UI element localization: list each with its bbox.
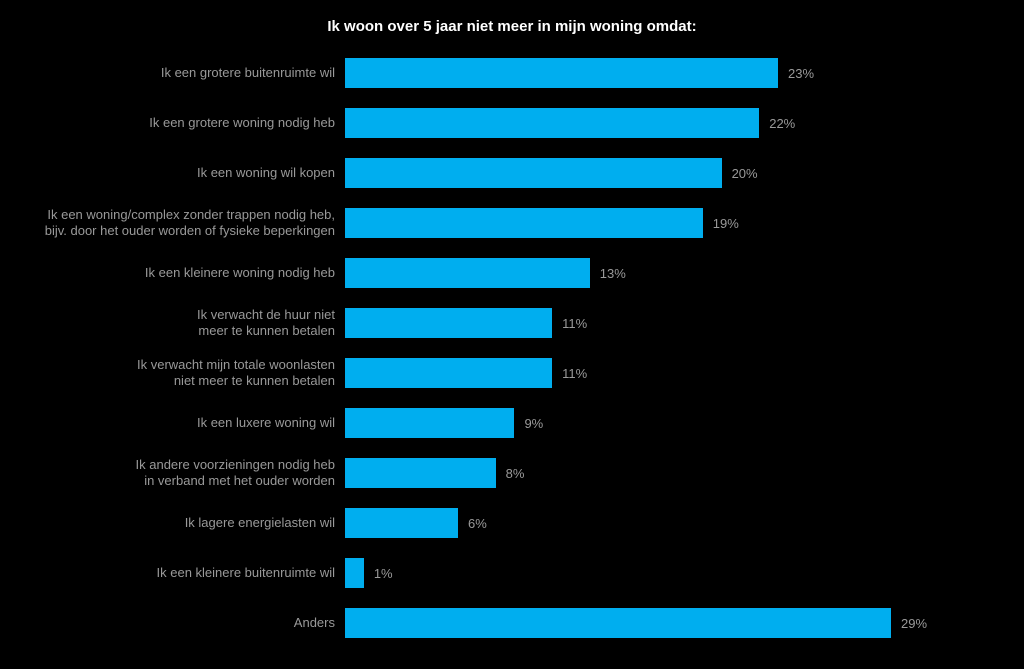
chart-row: Ik een woning wil kopen 20% xyxy=(20,148,1004,198)
chart-row-bar-cell: 20% xyxy=(345,148,1004,198)
chart-value-label: 20% xyxy=(732,166,758,181)
chart-row-label-cell: Anders xyxy=(20,615,345,631)
chart-row: Anders 29% xyxy=(20,598,1004,648)
chart-row-bar-cell: 22% xyxy=(345,98,1004,148)
chart-row: Ik andere voorzieningen nodig heb in ver… xyxy=(20,448,1004,498)
chart-bar xyxy=(345,108,759,138)
chart-row: Ik een kleinere woning nodig heb 13% xyxy=(20,248,1004,298)
chart-value-label: 13% xyxy=(600,266,626,281)
chart-value-label: 11% xyxy=(562,316,587,331)
chart-row-label: Ik een woning/complex zonder trappen nod… xyxy=(45,207,335,240)
chart-bar xyxy=(345,458,496,488)
chart-row-bar-cell: 13% xyxy=(345,248,1004,298)
chart-row-label-cell: Ik lagere energielasten wil xyxy=(20,515,345,531)
chart-bar xyxy=(345,208,703,238)
chart-value-label: 19% xyxy=(713,216,739,231)
chart-bar xyxy=(345,408,514,438)
chart-bar xyxy=(345,358,552,388)
chart-row-label: Ik een woning wil kopen xyxy=(197,165,335,181)
chart-row-label: Ik lagere energielasten wil xyxy=(185,515,335,531)
chart-row: Ik een kleinere buitenruimte wil 1% xyxy=(20,548,1004,598)
chart-bar xyxy=(345,558,364,588)
chart-row-label: Ik een kleinere buitenruimte wil xyxy=(157,565,335,581)
chart-row-label: Ik verwacht de huur niet meer te kunnen … xyxy=(197,307,335,340)
chart-row-label: Ik verwacht mijn totale woonlasten niet … xyxy=(137,357,335,390)
chart-value-label: 6% xyxy=(468,516,487,531)
chart-value-label: 1% xyxy=(374,566,393,581)
chart-row-label-cell: Ik een kleinere woning nodig heb xyxy=(20,265,345,281)
chart-row: Ik een woning/complex zonder trappen nod… xyxy=(20,198,1004,248)
chart-row-label: Ik een grotere buitenruimte wil xyxy=(161,65,335,81)
chart-row-label-cell: Ik een luxere woning wil xyxy=(20,415,345,431)
chart-row-bar-cell: 23% xyxy=(345,48,1004,98)
chart-row-bar-cell: 19% xyxy=(345,198,1004,248)
chart-row: Ik lagere energielasten wil 6% xyxy=(20,498,1004,548)
chart-row-bar-cell: 6% xyxy=(345,498,1004,548)
chart-row-label-cell: Ik andere voorzieningen nodig heb in ver… xyxy=(20,457,345,490)
chart-bar xyxy=(345,58,778,88)
chart-title: Ik woon over 5 jaar niet meer in mijn wo… xyxy=(0,18,1024,35)
chart-row-label-cell: Ik verwacht de huur niet meer te kunnen … xyxy=(20,307,345,340)
chart-row-bar-cell: 11% xyxy=(345,298,1004,348)
chart-row-bar-cell: 8% xyxy=(345,448,1004,498)
chart-bar xyxy=(345,158,722,188)
chart-value-label: 29% xyxy=(901,616,927,631)
chart-bar xyxy=(345,258,590,288)
chart-value-label: 9% xyxy=(524,416,543,431)
chart-container: Ik woon over 5 jaar niet meer in mijn wo… xyxy=(0,0,1024,669)
chart-row: Ik verwacht mijn totale woonlasten niet … xyxy=(20,348,1004,398)
chart-row-label-cell: Ik een grotere buitenruimte wil xyxy=(20,65,345,81)
chart-row-label: Anders xyxy=(294,615,335,631)
chart-value-label: 11% xyxy=(562,366,587,381)
chart-row-label-cell: Ik verwacht mijn totale woonlasten niet … xyxy=(20,357,345,390)
chart-row: Ik een grotere woning nodig heb 22% xyxy=(20,98,1004,148)
chart-bar xyxy=(345,508,458,538)
plot-area: Ik een grotere buitenruimte wil23%Ik een… xyxy=(20,48,1004,649)
chart-row-bar-cell: 29% xyxy=(345,598,1004,648)
chart-value-label: 23% xyxy=(788,66,814,81)
chart-row-label: Ik andere voorzieningen nodig heb in ver… xyxy=(136,457,335,490)
chart-row-bar-cell: 11% xyxy=(345,348,1004,398)
chart-row-label: Ik een grotere woning nodig heb xyxy=(149,115,335,131)
chart-row: Ik een luxere woning wil 9% xyxy=(20,398,1004,448)
chart-row-label: Ik een luxere woning wil xyxy=(197,415,335,431)
chart-bar xyxy=(345,308,552,338)
chart-row-label-cell: Ik een woning/complex zonder trappen nod… xyxy=(20,207,345,240)
chart-row-label-cell: Ik een kleinere buitenruimte wil xyxy=(20,565,345,581)
chart-value-label: 8% xyxy=(506,466,525,481)
chart-row: Ik een grotere buitenruimte wil 23% xyxy=(20,48,1004,98)
chart-row: Ik verwacht de huur niet meer te kunnen … xyxy=(20,298,1004,348)
chart-row-label: Ik een kleinere woning nodig heb xyxy=(145,265,335,281)
chart-bar xyxy=(345,608,891,638)
chart-row-bar-cell: 9% xyxy=(345,398,1004,448)
chart-value-label: 22% xyxy=(769,116,795,131)
chart-row-label-cell: Ik een grotere woning nodig heb xyxy=(20,115,345,131)
chart-row-label-cell: Ik een woning wil kopen xyxy=(20,165,345,181)
chart-row-bar-cell: 1% xyxy=(345,548,1004,598)
